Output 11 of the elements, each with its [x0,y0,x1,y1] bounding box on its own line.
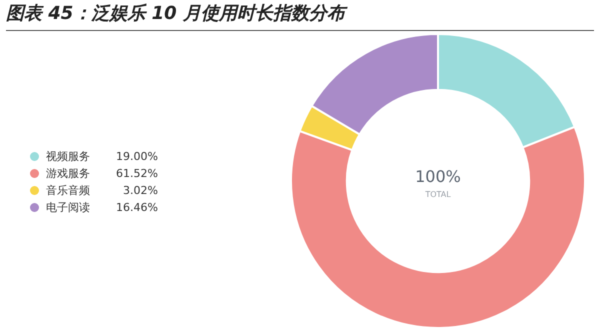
text: TOTAL [424,190,452,200]
data-label: 19.00% [115,150,158,163]
legend-label: 音乐音频 [46,183,91,198]
data-label: 3.02% [122,184,158,197]
data-label: 61.52% [115,167,158,180]
legend-label: 游戏服务 [46,166,91,181]
legend-label: 电子阅读 [46,200,91,215]
chart-title: 图表 45：泛娱乐 10 月使用时长指数分布 [6,0,594,31]
text: 100% [415,167,461,186]
data-label: 16.46% [115,201,158,214]
legend-label: 视频服务 [46,149,91,164]
